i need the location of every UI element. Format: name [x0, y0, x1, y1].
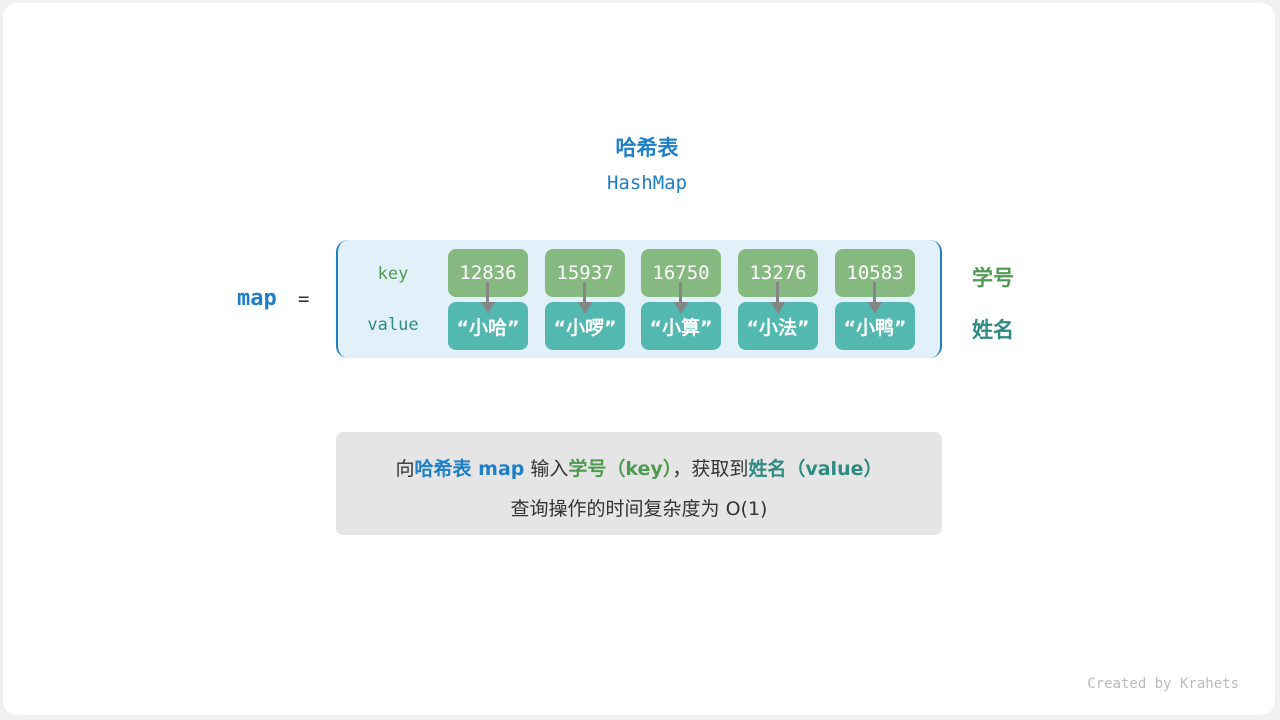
caption-segment: 哈希表 map: [414, 458, 525, 480]
arrow-shaft: [679, 282, 682, 306]
arrow-shaft: [486, 282, 489, 306]
arrow-head-icon: [770, 302, 785, 314]
arrow-head-icon: [867, 302, 882, 314]
map-label: map: [237, 286, 277, 311]
value-box: “小法”: [738, 302, 818, 350]
arrow-shaft: [583, 282, 586, 306]
arrow-shaft: [776, 282, 779, 306]
caption-segment: ，获取到: [672, 458, 749, 480]
caption-box: 向哈希表 map 输入学号（key），获取到姓名（value） 查询操作的时间复…: [336, 432, 942, 535]
value-row-label: value: [367, 315, 419, 335]
caption-segment: 姓名（value）: [748, 458, 883, 480]
arrow-head-icon: [480, 302, 495, 314]
canvas: [3, 3, 1275, 715]
value-box: “小啰”: [545, 302, 625, 350]
arrow-head-icon: [577, 302, 592, 314]
caption-segment: 输入: [524, 458, 569, 480]
footer-credit: Created by Krahets: [1087, 676, 1239, 692]
caption-segment: 向: [395, 458, 415, 480]
diagram-title: 哈希表: [615, 136, 679, 160]
value-side-label: 姓名: [972, 318, 1014, 342]
arrow-shaft: [873, 282, 876, 306]
value-box: “小哈”: [448, 302, 528, 350]
caption-line-2: 查询操作的时间复杂度为 O(1): [510, 498, 768, 520]
equals-sign: =: [298, 288, 310, 310]
caption-line-1: 向哈希表 map 输入学号（key），获取到姓名（value）: [336, 454, 942, 481]
arrow-head-icon: [673, 302, 688, 314]
caption-segment: 学号（key）: [568, 458, 673, 480]
key-box: 10583: [835, 249, 915, 297]
key-row-label: key: [377, 264, 409, 284]
key-side-label: 学号: [972, 266, 1014, 290]
key-box: 15937: [545, 249, 625, 297]
diagram-subtitle: HashMap: [606, 172, 688, 194]
